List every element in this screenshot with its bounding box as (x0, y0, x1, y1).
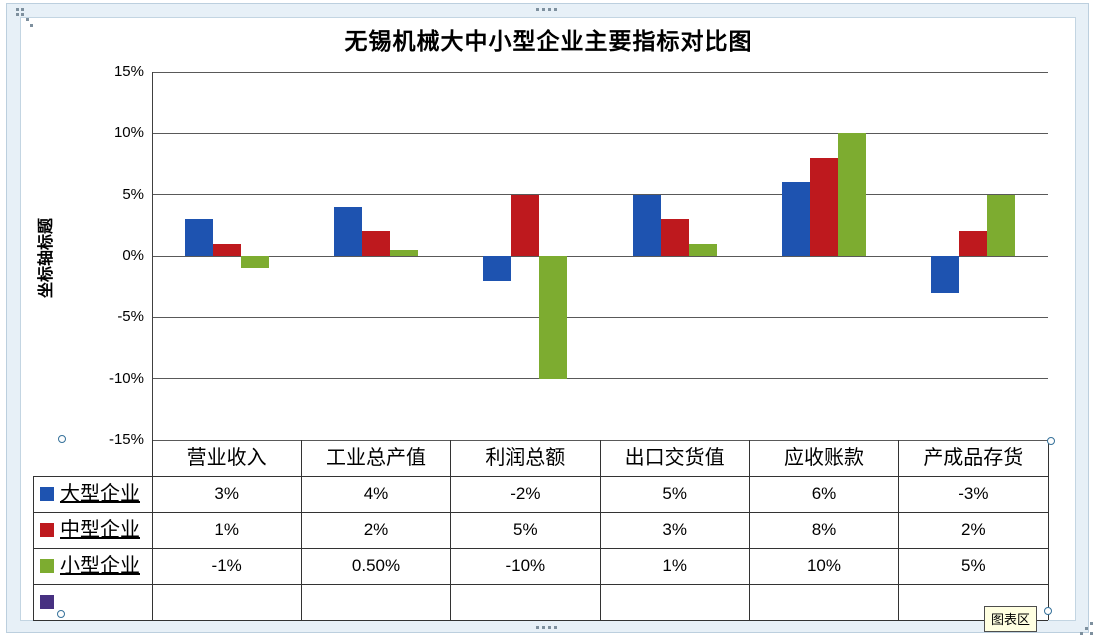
y-axis-title[interactable]: 坐标轴标题 (38, 218, 55, 299)
selection-handle-circle[interactable] (1044, 607, 1052, 615)
selection-handle-circle[interactable] (57, 610, 65, 618)
selection-handle-circle[interactable] (58, 435, 66, 443)
chart-area-tooltip: 图表区 (984, 606, 1038, 632)
frame-handle-bottom-icon[interactable] (536, 626, 557, 629)
frame-handle-top-icon[interactable] (536, 8, 557, 11)
selection-handle-circle[interactable] (1047, 437, 1055, 445)
chart-title[interactable]: 无锡机械大中小型企业主要指标对比图 (344, 29, 753, 54)
chart-area[interactable] (20, 17, 1076, 621)
